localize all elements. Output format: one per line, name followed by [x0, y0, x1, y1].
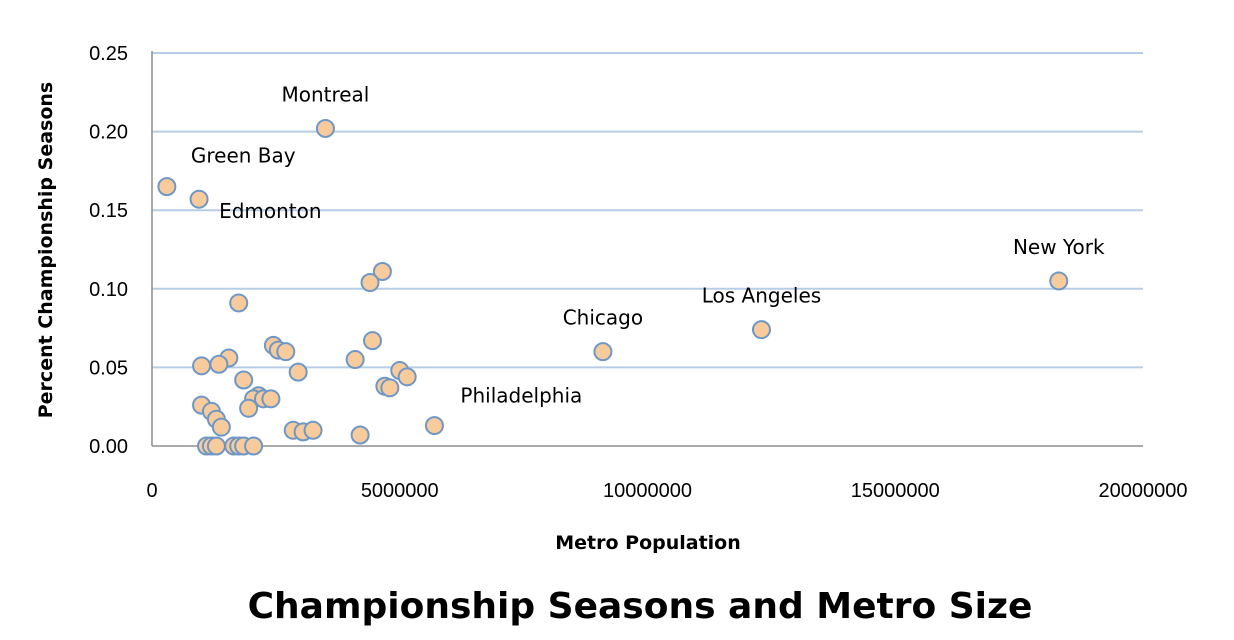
data-point — [345, 350, 365, 370]
data-point — [350, 425, 370, 445]
data-point — [261, 389, 281, 409]
data-point — [229, 293, 249, 313]
data-point-los-angeles — [751, 320, 771, 340]
x-tick-label: 15000000 — [851, 480, 940, 502]
y-tick-label: 0.10 — [89, 279, 128, 301]
y-tick-label: 0.00 — [89, 436, 128, 458]
point-label-green-bay: Green Bay — [191, 144, 296, 168]
data-point — [206, 436, 226, 456]
x-tick-label: 20000000 — [1099, 480, 1188, 502]
data-point — [397, 367, 417, 387]
data-points — [157, 118, 1069, 456]
y-tick-label: 0.20 — [89, 122, 128, 144]
data-point — [276, 342, 296, 362]
y-tick-label: 0.05 — [89, 357, 128, 379]
chart-title: Championship Seasons and Metro Size — [248, 586, 1033, 627]
data-point — [244, 436, 264, 456]
x-axis-title: Metro Population — [555, 532, 741, 554]
point-label-chicago: Chicago — [563, 306, 643, 330]
data-point-chicago — [593, 342, 613, 362]
data-point — [211, 417, 231, 437]
data-point — [288, 362, 308, 382]
point-label-los-angeles: Los Angeles — [702, 284, 821, 308]
point-label-edmonton: Edmonton — [219, 199, 321, 223]
y-axis-title: Percent Championship Seasons — [35, 82, 57, 419]
point-label-montreal: Montreal — [281, 82, 369, 106]
x-tick-label: 5000000 — [361, 480, 439, 502]
data-point — [234, 370, 254, 390]
data-point-green-bay — [157, 177, 177, 197]
axes — [151, 51, 1143, 447]
x-tick-label: 10000000 — [603, 480, 692, 502]
data-point-edmonton — [189, 189, 209, 209]
y-tick-label: 0.15 — [89, 200, 128, 222]
data-point — [192, 356, 212, 376]
data-point — [239, 398, 259, 418]
data-point — [372, 262, 392, 282]
data-point-philadelphia — [424, 416, 444, 436]
data-point-montreal — [315, 118, 335, 138]
data-point — [303, 420, 323, 440]
data-point — [362, 331, 382, 351]
point-label-new-york: New York — [1013, 235, 1105, 259]
tick-labels: 0.00 0.05 0.10 0.15 0.20 0.25 0 5000000 10000000… — [89, 43, 1187, 502]
data-point — [209, 354, 229, 374]
data-point — [360, 273, 380, 293]
y-tick-label: 0.25 — [89, 43, 128, 65]
data-point — [380, 378, 400, 398]
data-point-new-york — [1049, 271, 1069, 291]
x-tick-label: 0 — [146, 480, 157, 502]
point-labels: Green Bay Edmonton Montreal New York Los Ang… — [191, 82, 1105, 407]
point-label-philadelphia: Philadelphia — [460, 384, 582, 408]
